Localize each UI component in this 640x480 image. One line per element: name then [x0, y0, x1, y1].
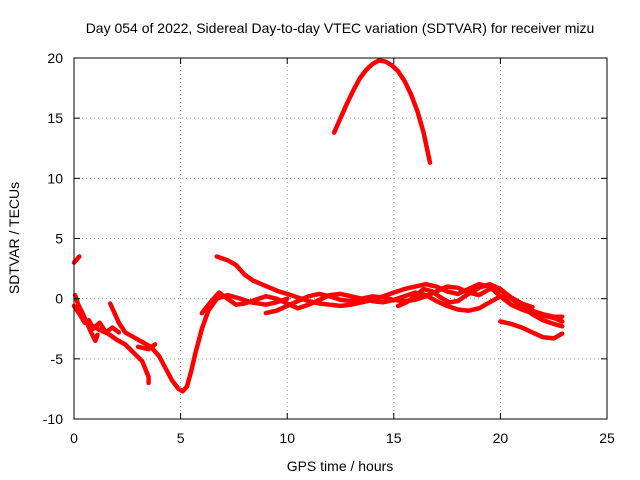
series-line-seg-d	[88, 322, 151, 386]
x-axis: 0 5 10 15 20 25	[70, 58, 615, 446]
x-axis-label: GPS time / hours	[287, 458, 394, 474]
y-tick-label: 15	[47, 110, 63, 126]
y-tick-label: 0	[55, 291, 63, 307]
x-tick-label: 5	[177, 430, 185, 446]
x-tick-label: 10	[279, 430, 295, 446]
series-line-seg-j	[395, 281, 535, 310]
series-line-seg-b	[72, 292, 100, 344]
series-line-seg-k	[498, 319, 565, 341]
y-axis-label: SDTVAR / TECUs	[6, 182, 22, 294]
x-tick-label: 25	[599, 430, 615, 446]
grid	[74, 58, 607, 419]
plot-border	[73, 57, 608, 420]
y-tick-label: 20	[47, 50, 63, 66]
y-tick-label: 10	[47, 170, 63, 186]
series-group	[71, 58, 565, 394]
x-tick-label: 15	[386, 430, 402, 446]
series-line-seg-l	[331, 58, 433, 165]
series-line-seg-h	[199, 290, 565, 329]
x-tick-label: 20	[493, 430, 509, 446]
series-line-seg-e	[107, 292, 290, 394]
y-tick-label: 5	[55, 231, 63, 247]
x-tick-label: 0	[70, 430, 78, 446]
y-tick-label: -10	[43, 411, 63, 427]
series-line-seg-a	[71, 254, 82, 265]
y-axis: -10 -5 0 5 10 15 20	[43, 50, 607, 427]
series-line-seg-f	[135, 342, 158, 352]
y-tick-label: -5	[51, 351, 64, 367]
chart-title: Day 054 of 2022, Sidereal Day-to-day VTE…	[86, 20, 595, 36]
